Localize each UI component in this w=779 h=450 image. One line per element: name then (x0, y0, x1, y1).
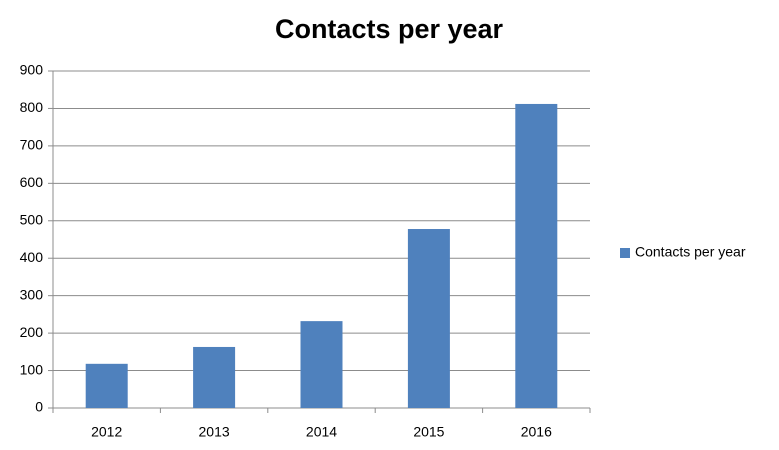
bar (515, 103, 558, 408)
bar (300, 321, 343, 408)
y-tick-label: 800 (20, 99, 44, 115)
legend-swatch (620, 248, 630, 258)
y-tick-label: 0 (35, 399, 43, 415)
y-tick-label: 400 (20, 249, 44, 265)
y-tick-label: 700 (20, 137, 44, 153)
x-tick-label: 2013 (199, 424, 230, 440)
y-tick-label: 500 (20, 211, 44, 227)
y-tick-label: 900 (20, 62, 44, 78)
y-tick-label: 300 (20, 286, 44, 302)
x-tick-label: 2012 (91, 424, 122, 440)
x-tick-label: 2016 (521, 424, 552, 440)
y-tick-label: 200 (20, 324, 44, 340)
bar (85, 363, 128, 408)
x-tick-label: 2015 (413, 424, 444, 440)
legend-label: Contacts per year (635, 244, 746, 260)
chart-title: Contacts per year (275, 14, 504, 44)
bar (193, 346, 236, 408)
x-tick-label: 2014 (306, 424, 337, 440)
y-tick-label: 600 (20, 174, 44, 190)
bar (407, 229, 450, 408)
y-tick-label: 100 (20, 361, 44, 377)
